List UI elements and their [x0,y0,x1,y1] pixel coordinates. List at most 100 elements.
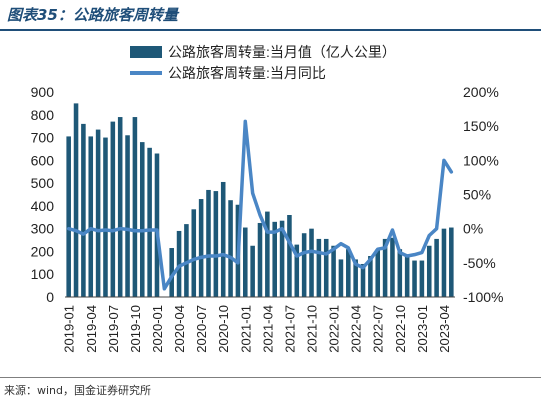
right-axis-tick-label: 100% [463,152,499,168]
bar [228,200,233,297]
bar [213,191,219,297]
bar [88,136,94,297]
x-axis-tick-label: 2022-10 [393,305,408,353]
x-axis-tick-label: 2019-04 [84,305,99,353]
bar [338,259,344,297]
left-axis-tick-label: 100 [31,266,55,282]
right-axis-tick-label: -100% [463,289,503,305]
chart: 公路旅客周转量:当月值（亿人公里） 公路旅客周转量:当月同比 0 100 200 300… [31,44,504,353]
bar [434,238,439,297]
bar [287,215,292,297]
bar [184,224,189,297]
bar [279,220,285,297]
bar [257,222,263,297]
bar [198,199,204,297]
right-axis: -100% -50% 0% 50% 100% 150% 200% [463,84,503,305]
x-axis-tick-label: 2022-04 [349,305,364,353]
bar [95,129,101,297]
bar [301,233,307,297]
bar [154,153,160,297]
right-axis-tick-label: 150% [463,118,499,134]
left-axis-tick-label: 300 [31,221,55,237]
legend: 公路旅客周转量:当月值（亿人公里） 公路旅客周转量:当月同比 [130,44,396,81]
x-axis-tick-label: 2023-04 [437,305,452,353]
x-axis-tick-label: 2020-04 [172,305,187,353]
bar [81,123,86,297]
bar [419,260,425,297]
bar [382,238,388,297]
bar [110,121,116,297]
bar [353,259,358,297]
bar [390,237,395,297]
bar [132,117,138,297]
bar [404,254,410,297]
bar [117,117,123,297]
x-axis-tick-label: 2022-01 [327,305,342,353]
right-axis-tick-label: -50% [463,255,496,271]
bar [441,228,447,297]
legend-bar-swatch [130,46,162,58]
bar [250,245,255,297]
bar [73,103,79,297]
bar [147,147,152,297]
legend-line-label: 公路旅客周转量:当月同比 [168,65,326,81]
x-axis-tick-label: 2019-01 [62,305,77,353]
bar [323,238,329,297]
bar [375,249,381,297]
x-axis-tick-label: 2022-07 [371,305,386,353]
x-axis-tick-label: 2020-10 [216,305,231,353]
bar-series [66,103,454,297]
bar [206,189,211,297]
bar [220,181,226,297]
left-axis-tick-label: 700 [31,130,55,146]
x-axis-tick-label: 2021-10 [305,305,320,353]
bar [272,221,277,297]
left-axis-tick-label: 200 [31,243,55,259]
bar [426,245,432,297]
bar [309,228,314,297]
x-axis: 2019-01 2019-04 2019-07 2019-10 2020-01 2020-… [62,296,455,353]
bar [331,245,336,297]
x-axis-tick-label: 2021-01 [238,305,253,353]
chart-title: 图表35：公路旅客周转量 [7,6,178,24]
bar [360,263,366,297]
left-axis-tick-label: 500 [31,175,55,191]
bar [316,238,322,297]
bar [191,209,197,297]
bar [176,230,182,297]
source-divider [0,377,541,378]
bar [103,137,108,297]
bar [66,136,71,297]
bar [294,244,300,297]
left-axis-tick-label: 800 [31,107,55,123]
title-divider [0,29,541,31]
bar [265,211,270,297]
x-axis-tick-label: 2019-07 [106,305,121,353]
x-axis-tick-label: 2019-10 [128,305,143,353]
left-axis-tick-label: 900 [31,84,55,100]
left-axis-tick-label: 0 [46,289,54,305]
x-axis-tick-label: 2020-07 [194,305,209,353]
bar [397,249,403,297]
bar [449,227,454,297]
x-axis-tick-label: 2020-01 [150,305,165,353]
left-axis: 0 100 200 300 400 500 600 700 800 900 [31,84,55,305]
right-axis-tick-label: 200% [463,84,499,100]
x-axis-tick-label: 2021-07 [282,305,297,353]
x-axis-tick-label: 2021-04 [260,305,275,353]
left-axis-tick-label: 600 [31,152,55,168]
bar [346,249,351,297]
bar [368,256,373,297]
right-axis-tick-label: 50% [463,187,491,203]
left-axis-tick-label: 400 [31,198,55,214]
source-note: 来源：wind，国金证券研究所 [4,384,152,397]
bar [125,135,130,297]
bar [139,142,145,297]
bar [243,227,248,297]
right-axis-tick-label: 0% [463,221,483,237]
bar [412,260,417,297]
line-series [66,119,454,291]
x-axis-tick-label: 2023-01 [415,305,430,353]
bar [169,248,174,297]
legend-bar-label: 公路旅客周转量:当月值（亿人公里） [168,44,396,60]
